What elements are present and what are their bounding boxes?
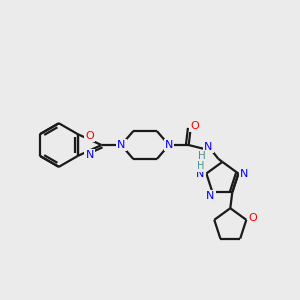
Text: H: H [197, 160, 204, 171]
Text: N: N [206, 191, 215, 201]
Text: N: N [240, 169, 248, 178]
Text: O: O [85, 131, 94, 141]
Text: N: N [165, 140, 173, 150]
Text: O: O [190, 121, 199, 131]
Text: N: N [204, 142, 213, 152]
Text: H: H [198, 151, 206, 161]
Text: N: N [196, 169, 205, 178]
Text: O: O [249, 213, 258, 223]
Text: N: N [117, 140, 125, 150]
Text: N: N [85, 150, 94, 160]
